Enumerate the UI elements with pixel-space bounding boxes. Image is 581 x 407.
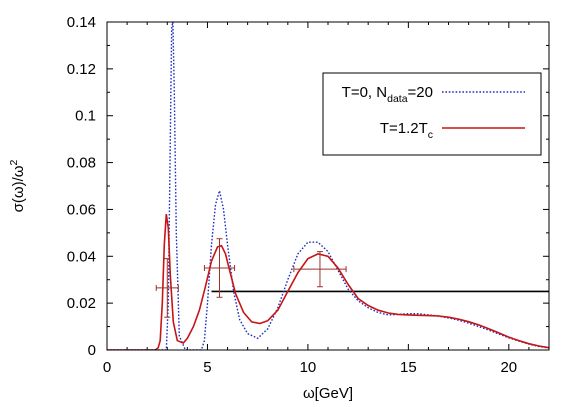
- y-tick-label: 0.04: [67, 248, 96, 265]
- y-tick-label: 0.06: [67, 201, 96, 218]
- legend-label-subscript: data: [387, 93, 408, 105]
- legend-label-tail: =20: [408, 84, 433, 101]
- series-t0-line: [107, 22, 549, 350]
- error-point: [203, 238, 236, 298]
- series-t12-line: [107, 213, 549, 350]
- y-axis-label-superscript: 2: [8, 160, 20, 166]
- y-tick-label: 0: [88, 342, 96, 359]
- legend: T=0, Ndata=20 T=1.2Tc: [322, 72, 542, 156]
- y-tick-label: 0.14: [67, 14, 96, 31]
- y-tick-label: 0.08: [67, 155, 96, 172]
- error-bar-layer: [155, 238, 347, 318]
- x-tick-label: 20: [500, 359, 517, 376]
- legend-label-main: T=1.2T: [380, 120, 428, 137]
- y-axis-label-main: σ(ω)/ω: [10, 165, 27, 212]
- x-tick-label: 10: [300, 359, 317, 376]
- x-tick-label: 0: [103, 359, 111, 376]
- y-axis-label: σ(ω)/ω2: [8, 160, 27, 213]
- legend-label-main: T=0, N: [342, 84, 387, 101]
- tick-layer: 0 5 10 15 20 0 0.02 0.04 0.06 0.08 0.1 0.12 0.14: [67, 14, 549, 376]
- x-axis-label: ω[GeV]: [303, 385, 353, 402]
- x-tick-label: 5: [203, 359, 211, 376]
- y-tick-label: 0.02: [67, 295, 96, 312]
- legend-label: T=0, Ndata=20: [342, 84, 433, 105]
- error-point: [155, 258, 179, 318]
- x-tick-label: 15: [400, 359, 417, 376]
- error-point: [293, 251, 347, 288]
- legend-box: [322, 72, 542, 156]
- y-tick-label: 0.1: [75, 108, 96, 125]
- legend-label: T=1.2Tc: [380, 120, 433, 141]
- series-layer: [107, 22, 549, 350]
- plot-frame: [106, 21, 550, 351]
- legend-label-subscript: c: [428, 129, 433, 141]
- y-tick-label: 0.12: [67, 61, 96, 78]
